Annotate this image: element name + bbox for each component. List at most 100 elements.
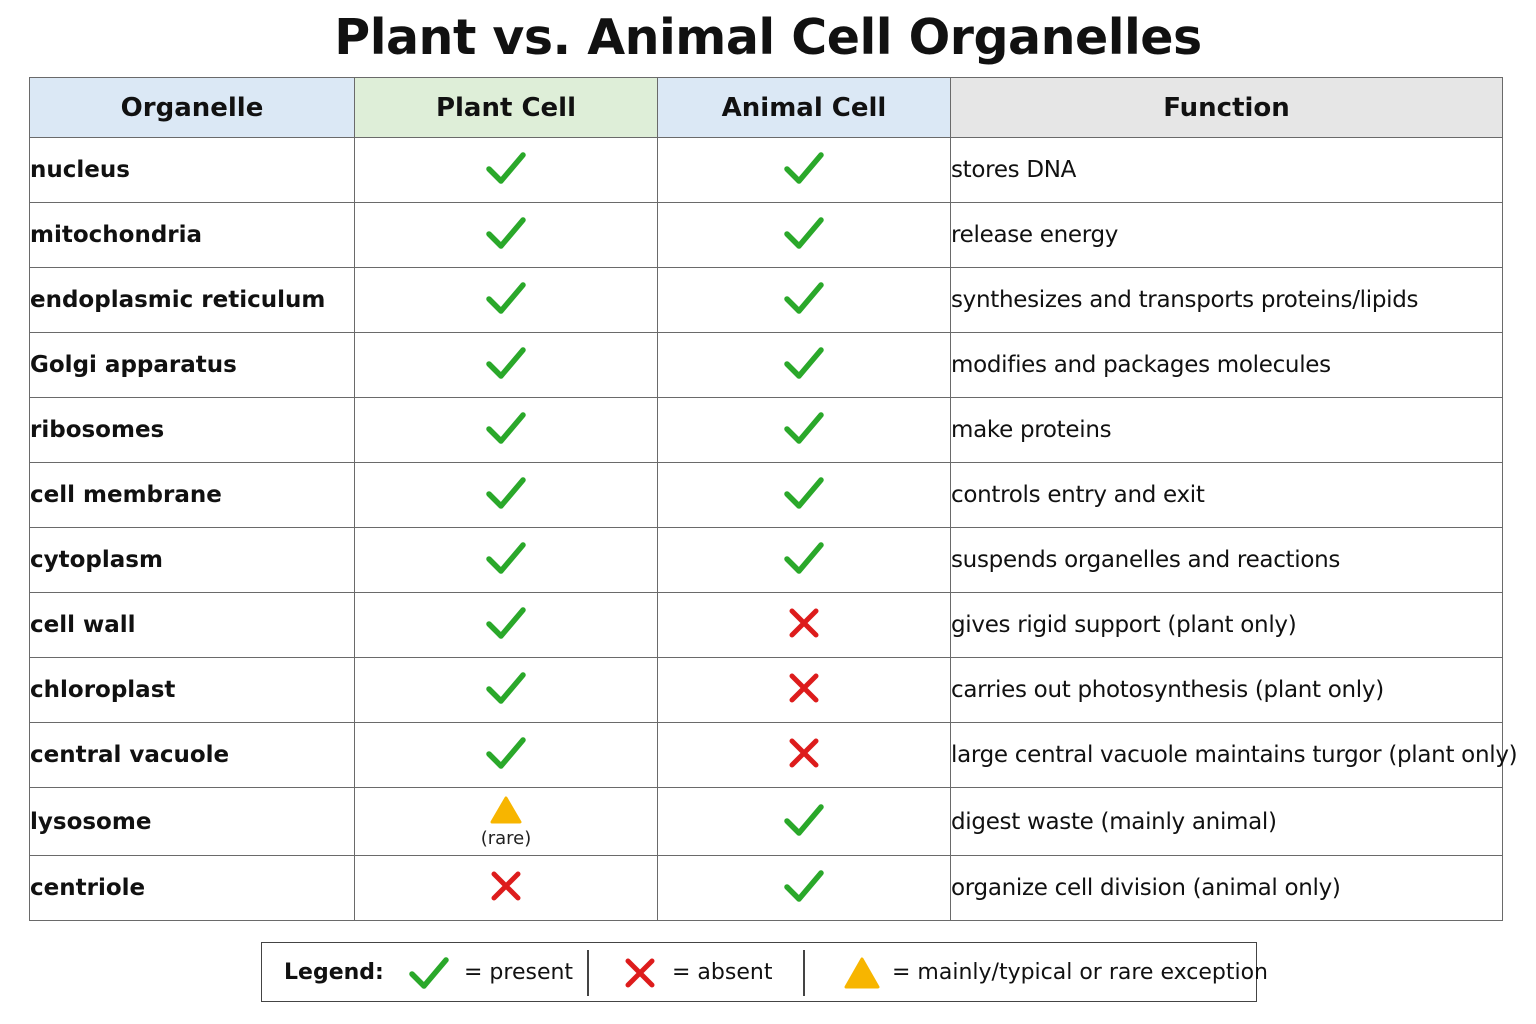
animal-cell-mark bbox=[657, 592, 951, 658]
animal-cell-mark bbox=[657, 527, 951, 593]
function-text: large central vacuole maintains turgor (… bbox=[950, 722, 1518, 788]
animal-cell-mark bbox=[657, 202, 951, 268]
check-icon bbox=[485, 734, 527, 772]
animal-cell-mark bbox=[657, 267, 951, 333]
check-icon bbox=[485, 539, 527, 577]
table-row: central vacuole large central vacuole mai… bbox=[29, 722, 1518, 788]
check-icon bbox=[783, 801, 825, 839]
organelle-name: cell membrane bbox=[29, 462, 355, 528]
header-plant-cell: Plant Cell bbox=[354, 77, 658, 138]
function-text: controls entry and exit bbox=[950, 462, 1503, 528]
plant-cell-mark bbox=[354, 332, 658, 398]
function-text: release energy bbox=[950, 202, 1503, 268]
organelle-name: cell wall bbox=[29, 592, 355, 658]
check-icon bbox=[783, 279, 825, 317]
animal-cell-mark bbox=[657, 397, 951, 463]
check-icon bbox=[783, 409, 825, 447]
cross-icon bbox=[489, 869, 523, 903]
organelle-name: endoplasmic reticulum bbox=[29, 267, 355, 333]
legend: Legend: = present = absent = mainly/typi… bbox=[261, 942, 1268, 1002]
warning-triangle-icon bbox=[843, 956, 881, 990]
table-row: centriole organize cell division (animal … bbox=[29, 855, 1503, 921]
organelle-name: lysosome bbox=[29, 787, 355, 856]
legend-rare-text: = mainly/typical or rare exception bbox=[892, 960, 1268, 985]
organelle-name: nucleus bbox=[29, 137, 355, 203]
cross-icon bbox=[623, 956, 657, 990]
organelle-name: chloroplast bbox=[29, 657, 355, 723]
function-text: stores DNA bbox=[950, 137, 1503, 203]
check-icon bbox=[485, 149, 527, 187]
check-icon bbox=[783, 539, 825, 577]
cross-icon bbox=[787, 671, 821, 705]
plant-cell-mark bbox=[354, 137, 658, 203]
plant-cell-mark bbox=[354, 462, 658, 528]
animal-cell-mark bbox=[657, 332, 951, 398]
animal-cell-mark bbox=[657, 787, 951, 856]
function-text: make proteins bbox=[950, 397, 1503, 463]
check-icon bbox=[408, 954, 450, 992]
table-row: lysosome (rare) digest waste (mainly anima… bbox=[29, 787, 1503, 856]
table-row: cell membrane controls entry and exit bbox=[29, 462, 1503, 528]
plant-cell-mark bbox=[354, 657, 658, 723]
header-organelle: Organelle bbox=[29, 77, 355, 138]
check-icon bbox=[485, 409, 527, 447]
organelle-name: mitochondria bbox=[29, 202, 355, 268]
animal-cell-mark bbox=[657, 462, 951, 528]
table-row: endoplasmic reticulum synthesizes and tra… bbox=[29, 267, 1503, 333]
function-text: modifies and packages molecules bbox=[950, 332, 1503, 398]
organelle-name: centriole bbox=[29, 855, 355, 921]
check-icon bbox=[485, 279, 527, 317]
animal-cell-mark bbox=[657, 722, 951, 788]
plant-cell-mark bbox=[354, 527, 658, 593]
check-icon bbox=[783, 149, 825, 187]
legend-present-text: = present bbox=[464, 960, 574, 985]
function-text: digest waste (mainly animal) bbox=[950, 787, 1503, 856]
check-icon bbox=[783, 867, 825, 905]
cross-icon bbox=[787, 606, 821, 640]
plant-cell-mark bbox=[354, 722, 658, 788]
table-row: ribosomes make proteins bbox=[29, 397, 1503, 463]
animal-cell-mark bbox=[657, 137, 951, 203]
legend-absent-text: = absent bbox=[672, 960, 773, 985]
legend-divider bbox=[803, 950, 805, 996]
table-row: mitochondria release energy bbox=[29, 202, 1503, 268]
organelle-name: Golgi apparatus bbox=[29, 332, 355, 398]
organelle-name: central vacuole bbox=[29, 722, 355, 788]
plant-cell-mark bbox=[354, 267, 658, 333]
legend-label: Legend: bbox=[284, 960, 384, 985]
plant-cell-mark: (rare) bbox=[354, 787, 658, 856]
check-icon bbox=[783, 344, 825, 382]
check-icon bbox=[485, 604, 527, 642]
table-row: cell wall gives rigid support (plant only… bbox=[29, 592, 1503, 658]
table-row: Golgi apparatus modifies and packages mol… bbox=[29, 332, 1503, 398]
table-row: nucleus stores DNA bbox=[29, 137, 1503, 203]
animal-cell-mark bbox=[657, 657, 951, 723]
check-icon bbox=[485, 344, 527, 382]
check-icon bbox=[485, 214, 527, 252]
plant-cell-mark bbox=[354, 592, 658, 658]
check-icon bbox=[783, 474, 825, 512]
function-text: carries out photosynthesis (plant only) bbox=[950, 657, 1503, 723]
plant-note: (rare) bbox=[480, 827, 532, 849]
table-header-row: Organelle Plant Cell Animal Cell Functio… bbox=[29, 77, 1503, 138]
organelle-name: ribosomes bbox=[29, 397, 355, 463]
plant-cell-mark bbox=[354, 202, 658, 268]
legend-divider bbox=[587, 950, 589, 996]
organelle-table: Organelle Plant Cell Animal Cell Functio… bbox=[29, 77, 1518, 921]
plant-cell-mark bbox=[354, 855, 658, 921]
plant-cell-mark bbox=[354, 397, 658, 463]
cross-icon bbox=[787, 736, 821, 770]
organelle-name: cytoplasm bbox=[29, 527, 355, 593]
header-animal-cell: Animal Cell bbox=[657, 77, 951, 138]
table-row: chloroplast carries out photosynthesis (p… bbox=[29, 657, 1503, 723]
table-row: cytoplasm suspends organelles and reactio… bbox=[29, 527, 1503, 593]
function-text: organize cell division (animal only) bbox=[950, 855, 1503, 921]
warning-triangle-icon bbox=[489, 795, 523, 825]
check-icon bbox=[783, 214, 825, 252]
page-title: Plant vs. Animal Cell Organelles bbox=[334, 9, 1202, 66]
header-function: Function bbox=[950, 77, 1503, 138]
animal-cell-mark bbox=[657, 855, 951, 921]
function-text: synthesizes and transports proteins/lipi… bbox=[950, 267, 1503, 333]
check-icon bbox=[485, 474, 527, 512]
check-icon bbox=[485, 669, 527, 707]
